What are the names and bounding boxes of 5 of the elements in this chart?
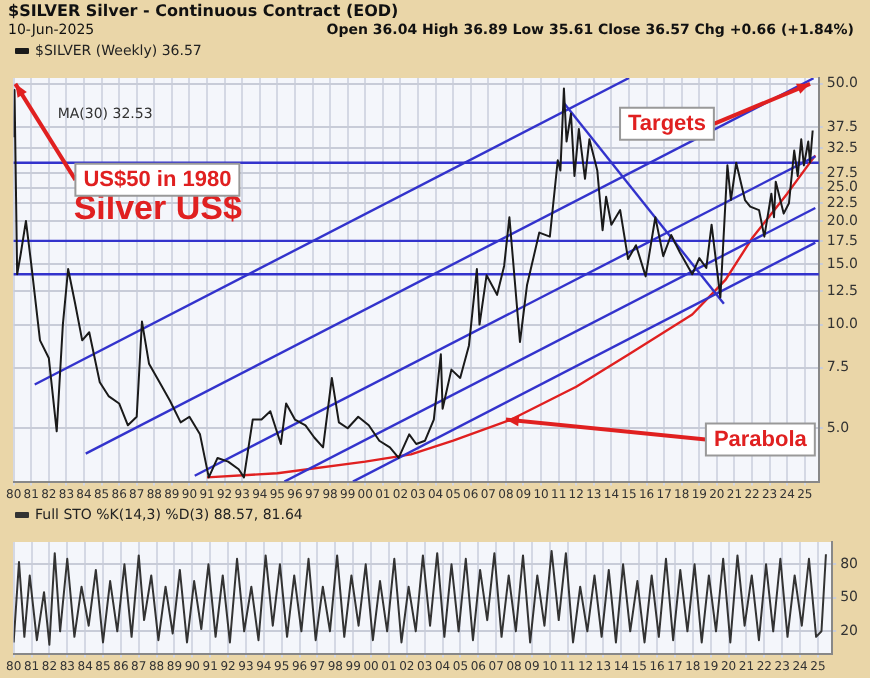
annotation: US$50 in 1980 [83, 167, 232, 192]
annotation: Silver US$ [73, 189, 243, 228]
annotation: Targets [628, 111, 706, 136]
annotation: Parabola [713, 427, 809, 452]
chart-title: $SILVER Silver - Continuous Contract (EOD) [8, 2, 399, 20]
